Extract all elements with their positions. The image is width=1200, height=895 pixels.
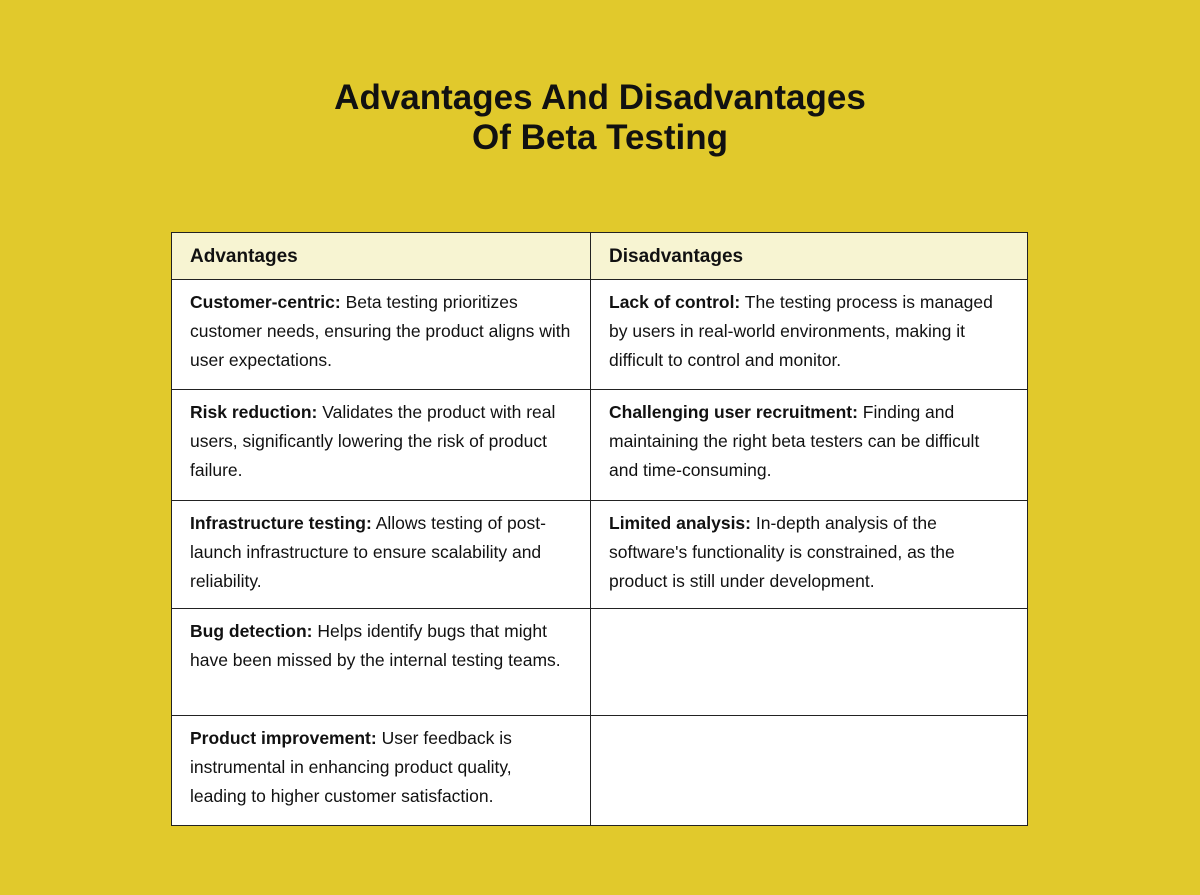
advantage-text: User feedback is instrumental in enhanci…: [190, 728, 512, 806]
table-row: Infrastructure testing: Allows testing o…: [171, 500, 1028, 609]
page-title: Advantages And Disadvantages Of Beta Tes…: [0, 78, 1200, 158]
disadvantage-cell: Limited analysis: In-depth analysis of t…: [590, 500, 1028, 609]
table-row: Customer-centric: Beta testing prioritiz…: [171, 279, 1028, 390]
disadvantage-cell-empty: [590, 715, 1028, 826]
advantage-cell: Product improvement: User feedback is in…: [171, 715, 591, 826]
advantage-cell: Infrastructure testing: Allows testing o…: [171, 500, 591, 609]
advantage-cell: Customer-centric: Beta testing prioritiz…: [171, 279, 591, 390]
table-row: Product improvement: User feedback is in…: [171, 715, 1028, 826]
disadvantage-text: In-depth analysis of the software's func…: [609, 513, 955, 591]
advantage-text: Allows testing of post-launch infrastruc…: [190, 513, 546, 591]
disadvantage-cell: Lack of control: The testing process is …: [590, 279, 1028, 390]
advantage-cell: Risk reduction: Validates the product wi…: [171, 389, 591, 501]
title-line-1: Advantages And Disadvantages: [334, 78, 866, 117]
header-disadvantages: Disadvantages: [590, 232, 1028, 280]
comparison-table: Advantages Disadvantages Customer-centri…: [171, 232, 1028, 826]
advantage-cell: Bug detection: Helps identify bugs that …: [171, 608, 591, 716]
disadvantage-term: Lack of control:: [609, 292, 741, 312]
advantage-term: Customer-centric:: [190, 292, 341, 312]
advantage-text: Helps identify bugs that might have been…: [190, 621, 561, 670]
header-advantages: Advantages: [171, 232, 591, 280]
table-row: Bug detection: Helps identify bugs that …: [171, 608, 1028, 716]
advantage-term: Product improvement:: [190, 728, 377, 748]
table-row: Risk reduction: Validates the product wi…: [171, 389, 1028, 501]
disadvantage-text: Finding and maintaining the right beta t…: [609, 402, 980, 480]
header-row: Advantages Disadvantages: [171, 232, 1028, 280]
advantage-text: Beta testing prioritizes customer needs,…: [190, 292, 571, 370]
advantage-term: Bug detection:: [190, 621, 313, 641]
disadvantage-term: Challenging user recruitment:: [609, 402, 858, 422]
advantage-text: Validates the product with real users, s…: [190, 402, 556, 480]
disadvantage-term: Limited analysis:: [609, 513, 751, 533]
title-line-2: Of Beta Testing: [471, 118, 729, 157]
advantage-term: Risk reduction:: [190, 402, 318, 422]
disadvantage-cell: Challenging user recruitment: Finding an…: [590, 389, 1028, 501]
advantage-term: Infrastructure testing:: [190, 513, 372, 533]
disadvantage-cell-empty: [590, 608, 1028, 716]
disadvantage-text: The testing process is managed by users …: [609, 292, 993, 370]
